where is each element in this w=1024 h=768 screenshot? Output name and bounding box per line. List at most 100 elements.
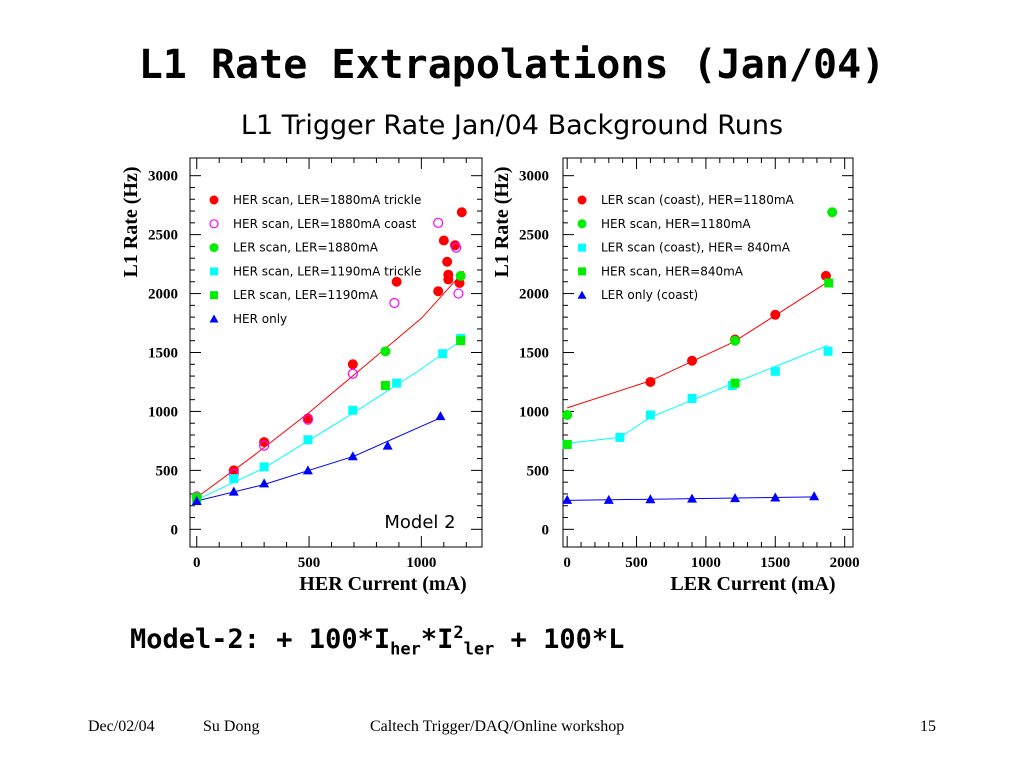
y-tick-label: 1000 — [519, 404, 549, 420]
data-point — [303, 435, 313, 445]
figure-title: L1 Trigger Rate Jan/04 Background Runs — [240, 110, 784, 141]
data-point — [391, 276, 402, 287]
y-axis-title: L1 Rate (Hz) — [491, 166, 513, 277]
data-point — [389, 297, 400, 309]
x-tick-label: 0 — [193, 555, 201, 571]
data-point — [302, 414, 314, 425]
data-point — [823, 346, 833, 356]
data-point — [438, 235, 449, 246]
legend-entry: LER scan (coast), HER=1180mA — [601, 193, 795, 207]
legend-entry: HER scan, HER=1180mA — [601, 217, 751, 231]
data-point — [382, 440, 393, 450]
y-tick-label: 0 — [542, 522, 550, 538]
data-point — [347, 368, 358, 379]
legend-marker — [577, 219, 587, 229]
data-point — [770, 366, 780, 376]
data-point — [456, 336, 466, 346]
data-point — [380, 346, 391, 357]
data-point — [615, 432, 625, 442]
x-tick-label: 1500 — [760, 555, 790, 571]
y-tick-label: 2000 — [519, 287, 549, 303]
legend-marker — [578, 267, 586, 276]
legend-marker — [578, 243, 586, 252]
legend-marker — [210, 291, 218, 300]
data-point — [730, 378, 740, 388]
y-tick-label: 1500 — [148, 346, 178, 362]
y-tick-label: 2000 — [148, 287, 178, 303]
data-point — [442, 256, 453, 267]
model-formula: Model-2: + 100*Iher*I2ler + 100*L — [130, 623, 624, 659]
data-point — [645, 494, 656, 504]
legend-marker — [210, 267, 218, 276]
y-tick-label: 0 — [171, 522, 179, 538]
data-point — [259, 437, 270, 448]
legend-marker — [209, 195, 219, 205]
legend-entry: HER scan, LER=1880mA trickle — [233, 193, 421, 207]
formula-sup: 2 — [453, 623, 464, 643]
x-tick-label: 500 — [625, 555, 648, 571]
y-tick-label: 1500 — [519, 346, 549, 362]
legend-entry: HER only — [233, 312, 287, 326]
x-tick-label: 1000 — [691, 555, 721, 571]
data-point — [433, 217, 444, 228]
data-point — [380, 381, 390, 391]
data-point — [229, 474, 239, 484]
data-point — [228, 486, 239, 496]
legend-entry: LER scan, LER=1190mA — [233, 288, 379, 302]
data-point — [438, 349, 448, 359]
legend-entry: HER scan, HER=840mA — [601, 264, 744, 278]
x-tick-label: 500 — [298, 555, 321, 571]
data-point — [827, 207, 838, 218]
data-point — [730, 335, 741, 346]
y-tick-label: 500 — [156, 463, 179, 479]
fit-line — [196, 270, 465, 498]
data-point — [645, 376, 656, 387]
data-point — [443, 274, 454, 285]
data-point — [730, 493, 741, 503]
x-tick-label: 0 — [563, 555, 571, 571]
legend-entry: LER scan (coast), HER= 840mA — [601, 241, 791, 255]
legend-entry: HER scan, LER=1880mA coast — [233, 217, 417, 231]
data-point — [645, 410, 655, 420]
data-point — [687, 355, 698, 366]
formula-sub-ler: ler — [463, 639, 495, 660]
data-point — [348, 405, 358, 415]
y-tick-label: 3000 — [519, 169, 549, 185]
y-axis-title: L1 Rate (Hz) — [120, 166, 142, 277]
legend-marker — [209, 314, 219, 323]
data-point — [302, 465, 313, 475]
slide-title: L1 Rate Extrapolations (Jan/04) — [138, 42, 886, 88]
data-point — [259, 478, 270, 488]
fit-line — [567, 344, 829, 444]
formula-mid: *I — [420, 624, 454, 655]
legend-entry: HER scan, LER=1190mA trickle — [233, 264, 421, 278]
model-annotation: Model 2 — [384, 512, 455, 533]
x-tick-label: 1000 — [406, 555, 436, 571]
data-point — [451, 242, 462, 253]
data-point — [455, 270, 466, 281]
data-point — [809, 491, 820, 501]
data-point — [347, 451, 358, 461]
data-point — [824, 278, 834, 288]
data-point — [433, 286, 444, 297]
data-point — [562, 494, 573, 504]
data-point — [228, 465, 239, 476]
data-point — [687, 393, 697, 403]
y-tick-label: 500 — [527, 463, 550, 479]
formula-sub-her: her — [390, 639, 421, 660]
ler-current-chart: 0 500 1000 1500 2000 2500 3000 0 500 1000 1500 2000… — [491, 157, 860, 595]
data-point — [191, 496, 202, 506]
footer-page-number: 15 — [920, 718, 936, 735]
x-axis-title: LER Current (mA) — [670, 573, 835, 595]
data-point — [259, 462, 269, 472]
footer-event: Caltech Trigger/DAQ/Online workshop — [370, 718, 625, 735]
legend-marker — [209, 219, 219, 229]
data-point — [562, 439, 572, 449]
y-tick-label: 2500 — [148, 228, 178, 244]
data-point — [435, 411, 446, 421]
her-current-chart: 0 500 1000 1500 2000 2500 3000 0 500 1000 HER Curr… — [120, 157, 483, 595]
legend-marker — [209, 243, 219, 253]
legend-marker — [577, 290, 587, 299]
y-tick-label: 3000 — [148, 169, 178, 185]
x-axis-title: HER Current (mA) — [299, 573, 466, 595]
